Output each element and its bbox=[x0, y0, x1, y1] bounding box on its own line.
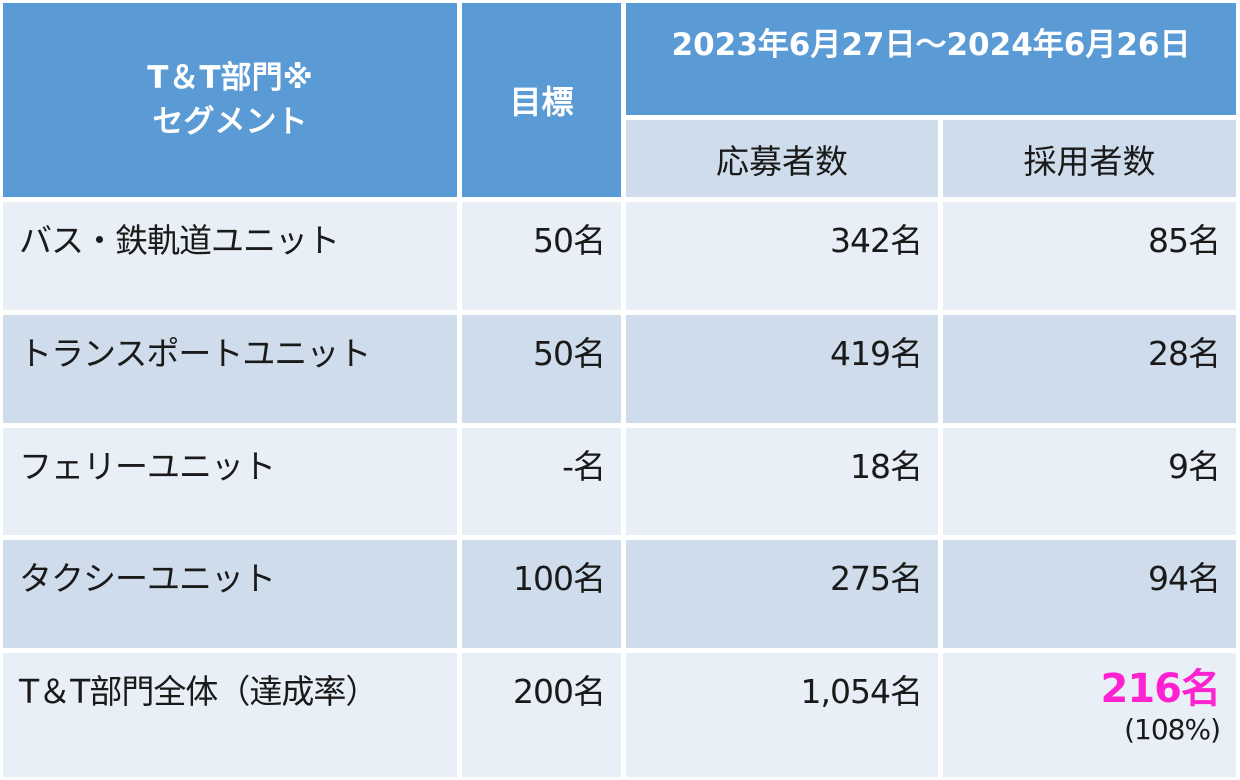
row-applicants: 18名 bbox=[626, 428, 938, 535]
row-hires-total: 216名 (108%) bbox=[943, 653, 1236, 777]
row-segment: タクシーユニット bbox=[3, 540, 457, 648]
header-applicants: 応募者数 bbox=[626, 120, 938, 197]
row-applicants: 419名 bbox=[626, 315, 938, 423]
row-target: 100名 bbox=[462, 540, 621, 648]
achievement-rate: (108%) bbox=[1124, 713, 1221, 746]
row-segment: バス・鉄軌道ユニット bbox=[3, 202, 457, 310]
header-period: 2023年6月27日～2024年6月26日 bbox=[626, 3, 1236, 115]
header-segment-line2: セグメント bbox=[152, 104, 308, 140]
header-segment-line1: T＆T部門※ bbox=[147, 60, 313, 96]
row-segment: トランスポートユニット bbox=[3, 315, 457, 423]
row-applicants: 342名 bbox=[626, 202, 938, 310]
header-target: 目標 bbox=[462, 3, 621, 197]
row-hires: 9名 bbox=[943, 428, 1236, 535]
row-applicants: 275名 bbox=[626, 540, 938, 648]
row-hires: 28名 bbox=[943, 315, 1236, 423]
row-hires: 85名 bbox=[943, 202, 1236, 310]
row-segment: フェリーユニット bbox=[3, 428, 457, 535]
row-target: -名 bbox=[462, 428, 621, 535]
row-target-total: 200名 bbox=[462, 653, 621, 777]
header-hires: 採用者数 bbox=[943, 120, 1236, 197]
hires-total-value: 216名 bbox=[1100, 666, 1222, 712]
row-target: 50名 bbox=[462, 202, 621, 310]
header-segment: T＆T部門※ セグメント bbox=[3, 3, 457, 197]
row-hires: 94名 bbox=[943, 540, 1236, 648]
row-segment-total: T＆T部門全体（達成率） bbox=[3, 653, 457, 777]
row-target: 50名 bbox=[462, 315, 621, 423]
row-applicants-total: 1,054名 bbox=[626, 653, 938, 777]
